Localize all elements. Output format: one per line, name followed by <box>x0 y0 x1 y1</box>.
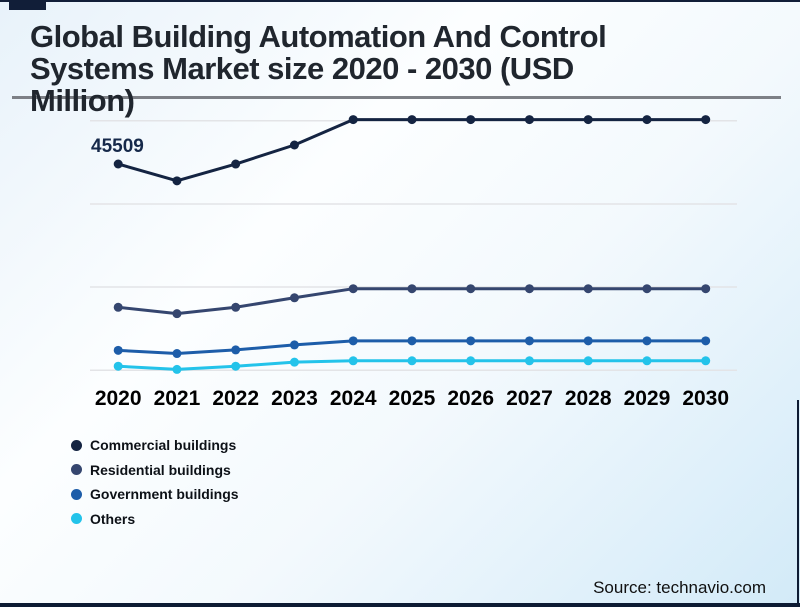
right-border-line <box>797 400 799 607</box>
legend-dot-residential-icon <box>71 464 82 476</box>
series-marker-government-buildings <box>642 336 652 346</box>
series-marker-commercial-buildings <box>289 140 299 150</box>
series-marker-others <box>407 356 417 366</box>
legend-item-others: Others <box>71 507 239 532</box>
series-marker-commercial-buildings <box>466 115 476 125</box>
legend-label-residential: Residential buildings <box>90 461 231 478</box>
series-marker-government-buildings <box>231 345 241 355</box>
series-marker-residential-buildings <box>113 302 123 312</box>
series-marker-residential-buildings <box>407 284 417 294</box>
x-axis-label: 2029 <box>624 387 671 410</box>
x-axis-label: 2030 <box>682 387 729 410</box>
series-marker-government-buildings <box>348 336 358 346</box>
series-marker-residential-buildings <box>701 284 711 294</box>
series-marker-others <box>642 356 652 366</box>
data-point-label: 45509 <box>91 136 144 157</box>
source-caption: Source: technavio.com <box>593 578 766 597</box>
series-marker-others <box>289 357 299 367</box>
top-left-accent-block <box>9 0 46 10</box>
series-marker-others <box>172 364 182 374</box>
series-marker-residential-buildings <box>466 284 476 294</box>
series-marker-residential-buildings <box>231 302 241 312</box>
series-marker-commercial-buildings <box>348 115 358 125</box>
series-marker-government-buildings <box>113 345 123 355</box>
legend-dot-others-icon <box>71 513 82 525</box>
legend-item-government-buildings: Government buildings <box>71 482 239 507</box>
series-marker-residential-buildings <box>583 284 593 294</box>
series-marker-residential-buildings <box>642 284 652 294</box>
series-marker-government-buildings <box>583 336 593 346</box>
x-axis-label: 2028 <box>565 387 612 410</box>
x-axis-label: 2021 <box>154 387 201 410</box>
legend-item-residential-buildings: Residential buildings <box>71 458 239 483</box>
series-marker-residential-buildings <box>348 284 358 294</box>
chart-title: Global Building Automation And Control S… <box>30 19 607 118</box>
legend-label-government: Government buildings <box>90 486 239 503</box>
x-axis-label: 2023 <box>271 387 318 410</box>
legend-label-others: Others <box>90 510 136 527</box>
series-marker-commercial-buildings <box>642 115 652 125</box>
series-marker-government-buildings <box>524 336 534 346</box>
series-marker-commercial-buildings <box>113 159 123 169</box>
legend-dot-commercial-icon <box>71 439 82 451</box>
series-marker-commercial-buildings <box>583 115 593 125</box>
x-axis-label: 2026 <box>447 387 494 410</box>
bottom-margin-strip <box>0 607 800 610</box>
series-marker-others <box>348 356 358 366</box>
series-marker-government-buildings <box>407 336 417 346</box>
legend-dot-government-icon <box>71 488 82 500</box>
series-line-commercial-buildings <box>116 118 708 183</box>
series-marker-others <box>466 356 476 366</box>
series-marker-others <box>701 356 711 366</box>
chart-legend: Commercial buildings Residential buildin… <box>71 433 239 531</box>
series-marker-others <box>524 356 534 366</box>
x-axis-label: 2027 <box>506 387 553 410</box>
chart-title-line-3: Million) <box>30 83 135 118</box>
series-marker-government-buildings <box>172 349 182 359</box>
series-marker-residential-buildings <box>524 284 534 294</box>
series-marker-residential-buildings <box>289 293 299 303</box>
series-marker-commercial-buildings <box>701 115 711 125</box>
x-axis-label: 2024 <box>330 387 377 410</box>
title-divider-line <box>12 96 781 99</box>
x-axis-label: 2025 <box>389 387 436 410</box>
top-border-line <box>0 0 800 2</box>
chart-title-line-2: Systems Market size 2020 - 2030 (USD <box>30 51 574 86</box>
series-marker-others <box>583 356 593 366</box>
series-marker-commercial-buildings <box>407 115 417 125</box>
chart-title-line-1: Global Building Automation And Control <box>30 19 607 54</box>
x-axis-label: 2020 <box>95 387 142 410</box>
series-marker-commercial-buildings <box>172 176 182 186</box>
legend-label-commercial: Commercial buildings <box>90 437 237 454</box>
series-marker-government-buildings <box>289 340 299 350</box>
x-axis-label: 2022 <box>212 387 259 410</box>
legend-item-commercial-buildings: Commercial buildings <box>71 433 239 458</box>
bottom-border-bar <box>0 603 800 607</box>
series-marker-residential-buildings <box>172 309 182 319</box>
series-marker-others <box>113 361 123 371</box>
series-marker-commercial-buildings <box>524 115 534 125</box>
series-marker-government-buildings <box>701 336 711 346</box>
series-marker-commercial-buildings <box>231 159 241 169</box>
series-marker-government-buildings <box>466 336 476 346</box>
series-marker-others <box>231 361 241 371</box>
